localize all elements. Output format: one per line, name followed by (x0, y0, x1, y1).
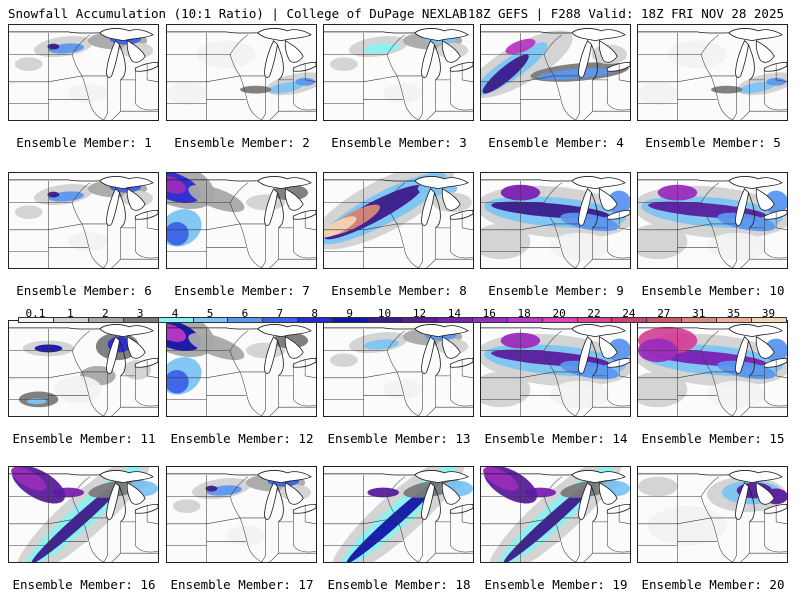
ensemble-member-label: Ensemble Member: 9 (488, 283, 624, 298)
colorbar-label: 27 (657, 307, 671, 320)
ensemble-member-label: Ensemble Member: 19 (484, 577, 628, 592)
map-title: Snowfall Accumulation (10:1 Ratio) | Col… (8, 6, 468, 21)
ensemble-member-label: Ensemble Member: 3 (331, 135, 467, 150)
ensemble-member-label: Ensemble Member: 12 (170, 431, 314, 446)
ensemble-member-label: Ensemble Member: 2 (174, 135, 310, 150)
ensemble-map-18 (323, 466, 474, 563)
ensemble-map-7 (166, 172, 317, 269)
colorbar-label: 18 (517, 307, 531, 320)
colorbar-label: 22 (587, 307, 601, 320)
ensemble-map-13 (323, 320, 474, 417)
colorbar-label: 39 (761, 307, 776, 320)
ensemble-map-14 (480, 320, 631, 417)
ensemble-map-11 (8, 320, 159, 417)
ensemble-member-label: Ensemble Member: 17 (170, 577, 314, 592)
valid-time: 18Z GEFS | F288 Valid: 18Z FRI NOV 28 20… (467, 6, 784, 21)
ensemble-member-label: Ensemble Member: 20 (641, 577, 785, 592)
ensemble-map-10 (637, 172, 788, 269)
colorbar-label: 4 (171, 307, 179, 320)
colorbar-swatch (751, 317, 787, 323)
ensemble-map-1 (8, 24, 159, 121)
colorbar-label: 12 (412, 307, 427, 320)
ensemble-map-17 (166, 466, 317, 563)
ensemble-map-15 (637, 320, 788, 417)
ensemble-member-label: Ensemble Member: 1 (16, 135, 152, 150)
ensemble-map-20 (637, 466, 788, 563)
colorbar-label: 8 (311, 307, 319, 320)
ensemble-member-label: Ensemble Member: 4 (488, 135, 624, 150)
ensemble-member-label: Ensemble Member: 16 (12, 577, 156, 592)
colorbar-label: 9 (346, 307, 353, 320)
colorbar-label: 7 (276, 307, 284, 320)
colorbar-label: 6 (241, 307, 249, 320)
colorbar-label: 10 (377, 307, 392, 320)
ensemble-map-5 (637, 24, 788, 121)
colorbar-label: 2 (101, 307, 109, 320)
colorbar-label: 1 (67, 307, 74, 320)
ensemble-member-label: Ensemble Member: 15 (641, 431, 785, 446)
ensemble-map-12 (166, 320, 317, 417)
ensemble-map-8 (323, 172, 474, 269)
colorbar-label: 20 (552, 307, 566, 320)
ensemble-member-label: Ensemble Member: 18 (327, 577, 471, 592)
ensemble-map-4 (480, 24, 631, 121)
ensemble-member-label: Ensemble Member: 13 (327, 431, 471, 446)
colorbar-label: 16 (482, 307, 496, 320)
snowfall-colorbar: 0.1 1 2 3 4 5 6 7 8 9 10 12 14 16 18 20 22 24 27 31 35 39 (18, 307, 787, 324)
ensemble-member-label: Ensemble Member: 6 (16, 283, 152, 298)
ensemble-map-9 (480, 172, 631, 269)
ensemble-member-label: Ensemble Member: 14 (484, 431, 628, 446)
colorbar-label: 35 (727, 307, 741, 320)
ensemble-member-label: Ensemble Member: 5 (645, 135, 781, 150)
colorbar-label: 5 (206, 307, 214, 320)
ensemble-map-6 (8, 172, 159, 269)
ensemble-map-3 (323, 24, 474, 121)
colorbar-label: 0.1 (25, 307, 46, 320)
colorbar-label: 24 (622, 307, 636, 320)
colorbar-label: 31 (692, 307, 706, 320)
colorbar-label: 3 (136, 307, 144, 320)
ensemble-map-19 (480, 466, 631, 563)
ensemble-map-16 (8, 466, 159, 563)
colorbar-label: 14 (447, 307, 461, 320)
ensemble-map-2 (166, 24, 317, 121)
ensemble-member-label: Ensemble Member: 7 (174, 283, 310, 298)
ensemble-member-label: Ensemble Member: 10 (641, 283, 785, 298)
ensemble-member-label: Ensemble Member: 8 (331, 283, 467, 298)
ensemble-member-label: Ensemble Member: 11 (12, 431, 156, 446)
